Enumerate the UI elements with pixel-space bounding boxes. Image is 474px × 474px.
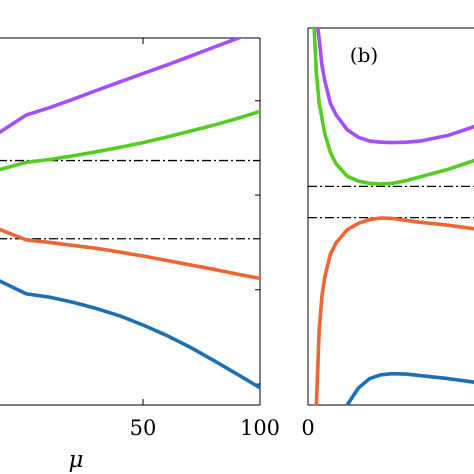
chart-panel-a: 50 100 μ (0, 37, 280, 473)
axes-frame (307, 27, 474, 406)
panel-label: (b) (350, 43, 378, 67)
series-line-0 (0, 38, 244, 135)
series-line-2 (314, 216, 474, 405)
series-line-3 (345, 371, 474, 405)
x-tick-label: 100 (240, 416, 280, 440)
chart-panel-b: 0 (b) (301, 27, 474, 440)
x-axis-label: μ (69, 447, 84, 473)
series-line-2 (0, 227, 260, 281)
x-tick-label: 0 (301, 416, 314, 440)
series-line-1 (312, 28, 474, 186)
series-line-1 (0, 109, 260, 172)
x-tick-label: 50 (130, 416, 157, 440)
axes-frame (0, 37, 261, 406)
series-line-0 (315, 28, 474, 145)
series-line-3 (0, 279, 260, 390)
